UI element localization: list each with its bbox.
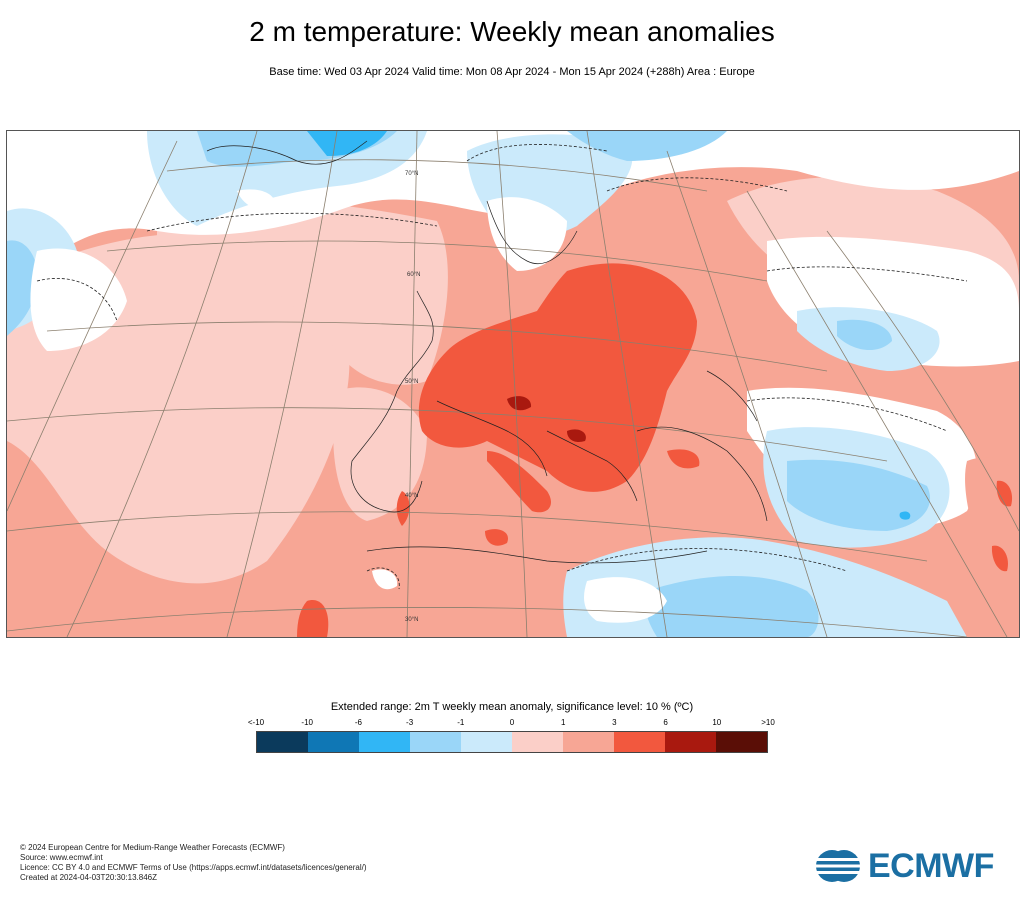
warm-region-italy <box>487 451 552 513</box>
warm-region-atlas <box>297 600 329 637</box>
cool-region-arctic-strong <box>307 131 387 156</box>
legend-title: Extended range: 2m T weekly mean anomaly… <box>330 701 694 713</box>
legend-swatch-8 <box>665 732 716 752</box>
legend-color-bar <box>256 731 768 753</box>
cool-region-caspian <box>837 319 892 351</box>
legend-swatch-5 <box>512 732 563 752</box>
chart-title: 2 m temperature: Weekly mean anomalies <box>249 16 775 47</box>
legend-swatch-9 <box>716 732 767 752</box>
temperature-anomaly-map: 70°N 60°N 50°N 40°N 30°N <box>6 130 1020 638</box>
legend-swatch-7 <box>614 732 665 752</box>
footer-credits: © 2024 European Centre for Medium-Range … <box>20 843 367 883</box>
legend-tick: 1 <box>560 718 566 727</box>
ecmwf-logo-icon <box>814 850 862 882</box>
chart-subtitle: Base time: Wed 03 Apr 2024 Valid time: M… <box>269 66 755 78</box>
white-region-egypt <box>584 577 667 623</box>
legend-tick: -6 <box>354 718 362 727</box>
legend-swatch-1 <box>308 732 359 752</box>
legend-tick: 10 <box>712 718 722 727</box>
legend-swatch-6 <box>563 732 614 752</box>
legend-swatch-3 <box>410 732 461 752</box>
legend-swatch-0 <box>257 732 308 752</box>
white-spot-north-africa <box>372 569 398 590</box>
cool-region-barents <box>567 131 727 161</box>
warm-region-iberia-coast <box>396 491 410 526</box>
legend-swatch-2 <box>359 732 410 752</box>
cool-region-arabia <box>645 576 819 637</box>
footer-licence: Licence: CC BY 4.0 and ECMWF Terms of Us… <box>20 863 367 872</box>
legend-swatch-4 <box>461 732 512 752</box>
footer-copyright: © 2024 European Centre for Medium-Range … <box>20 843 285 852</box>
hot-region-alps <box>507 396 532 411</box>
warm-region-north-africa <box>485 529 508 546</box>
pale-warm-region-iberia <box>333 387 427 521</box>
legend-tick: 0 <box>509 718 515 727</box>
lat-label-60: 60°N <box>407 272 420 278</box>
footer-source: Source: www.ecmwf.int <box>20 853 103 862</box>
ecmwf-logo-text: ECMWF <box>868 846 994 885</box>
legend-tick: -3 <box>406 718 414 727</box>
white-region-scandinavia <box>487 197 567 271</box>
legend-ticks: <-10 -10 -6 -3 -1 0 1 3 6 10 >10 <box>248 718 775 730</box>
legend-tick: >10 <box>761 718 775 727</box>
white-region-west-atlantic <box>30 248 127 351</box>
warm-spot-india <box>996 480 1013 507</box>
legend-tick: -1 <box>457 718 465 727</box>
warm-region-turkey <box>667 449 700 469</box>
warm-region-central-europe <box>418 263 697 492</box>
footer-created: Created at 2024-04-03T20:30:13.846Z <box>20 873 157 882</box>
legend-tick: <-10 <box>247 718 265 727</box>
ecmwf-logo: ECMWF <box>814 846 994 886</box>
lat-label-70: 70°N <box>405 171 418 177</box>
strong-cool-spot-middle-east <box>899 511 911 520</box>
legend-tick: 3 <box>612 718 617 727</box>
cool-region-west-atlantic <box>7 240 38 336</box>
cool-region-middle-east <box>787 459 931 531</box>
hot-region-balkans <box>567 429 586 442</box>
lat-label-50: 50°N <box>405 379 418 385</box>
pale-warm-region-north-atlantic <box>157 200 448 385</box>
legend-tick: -10 <box>301 718 313 727</box>
warm-spot-india-2 <box>991 545 1008 572</box>
legend-tick: 6 <box>663 718 668 727</box>
lat-label-30: 30°N <box>405 617 418 623</box>
lat-label-40: 40°N <box>405 493 418 499</box>
white-spot-iceland <box>237 189 276 210</box>
